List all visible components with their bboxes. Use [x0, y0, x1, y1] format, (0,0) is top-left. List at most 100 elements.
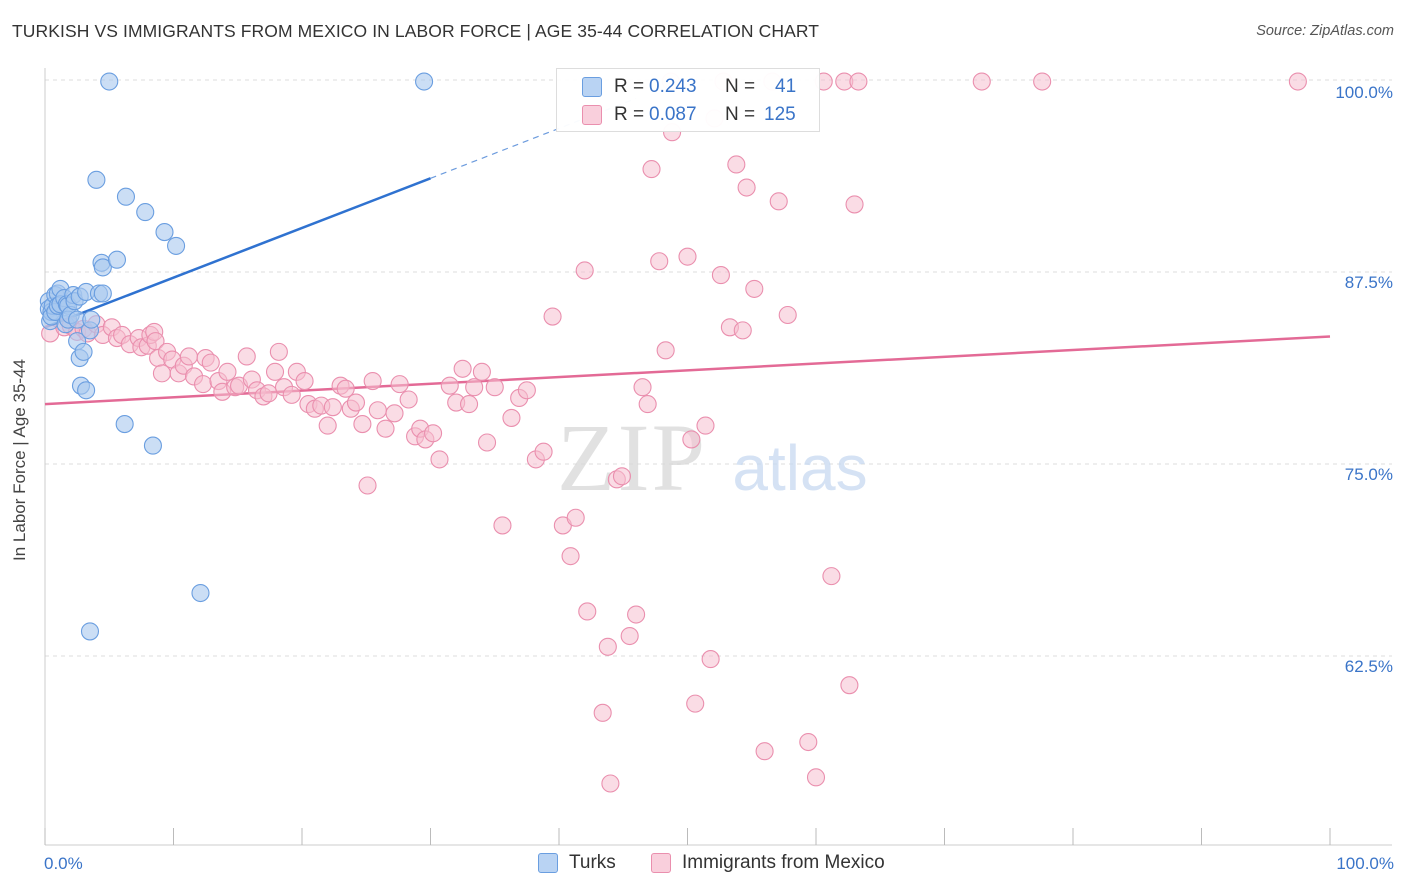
data-point-mexico	[727, 155, 746, 174]
data-point-mexico	[358, 476, 377, 495]
data-point-mexico	[638, 395, 657, 414]
legend-r-label: R =	[614, 104, 645, 125]
data-point-mexico	[745, 279, 764, 298]
data-point-mexico	[259, 384, 278, 403]
data-point-turks	[80, 622, 100, 641]
series-turks-points	[39, 72, 434, 641]
data-point-mexico	[430, 450, 449, 469]
trend-line-turks-extension	[430, 97, 637, 179]
data-point-mexico	[701, 650, 720, 669]
data-point-mexico	[368, 401, 387, 420]
legend-n-value-turks: 41	[775, 76, 797, 97]
data-point-turks	[155, 223, 174, 242]
data-point-mexico	[696, 416, 715, 435]
data-point-mexico	[682, 430, 701, 449]
data-point-turks	[77, 381, 96, 400]
y-tick-label: 62.5%	[1345, 657, 1393, 676]
data-point-mexico	[424, 424, 443, 443]
data-point-mexico	[737, 178, 756, 197]
data-point-mexico	[799, 732, 818, 752]
legend-row-turks: R = 0.243 N = 41	[557, 73, 821, 101]
data-point-turks	[116, 187, 136, 206]
data-point-mexico	[295, 372, 314, 391]
data-point-mexico	[620, 626, 639, 646]
data-point-turks	[74, 342, 93, 361]
data-point-turks	[167, 236, 186, 255]
data-point-mexico	[686, 694, 705, 713]
legend-n-label: N =	[725, 76, 756, 97]
data-point-mexico	[845, 195, 864, 214]
legend-swatch-turks	[538, 853, 558, 873]
x-tick-label: 0.0%	[44, 854, 83, 873]
data-point-mexico	[642, 160, 661, 179]
data-point-mexico	[517, 381, 536, 400]
legend-item-mexico[interactable]: Immigrants from Mexico	[651, 852, 885, 874]
legend-swatch-mexico	[582, 105, 602, 125]
y-tick-label: 100.0%	[1335, 83, 1393, 102]
data-point-mexico	[769, 192, 788, 211]
legend-n-value-mexico: 125	[764, 104, 796, 125]
data-point-mexico	[282, 385, 301, 404]
legend-swatch-turks	[582, 77, 602, 97]
legend-r-label: R =	[614, 76, 645, 97]
data-point-mexico	[502, 408, 521, 427]
data-point-mexico	[601, 774, 620, 793]
data-point-mexico	[633, 378, 652, 397]
data-point-mexico	[575, 261, 594, 280]
data-point-mexico	[179, 347, 198, 366]
data-point-mexico	[627, 605, 646, 624]
y-tick-label: 87.5%	[1345, 273, 1393, 292]
data-point-mexico	[485, 378, 504, 397]
data-point-mexico	[711, 266, 730, 285]
data-point-mexico	[399, 390, 418, 409]
data-point-turks	[87, 170, 106, 189]
data-point-mexico	[566, 508, 585, 527]
data-point-mexico	[218, 362, 237, 381]
data-point-mexico	[237, 347, 256, 366]
data-point-mexico	[385, 404, 404, 423]
data-point-mexico	[440, 376, 459, 395]
data-point-mexico	[390, 375, 409, 394]
data-point-turks	[136, 203, 155, 222]
data-point-turks	[107, 250, 127, 269]
data-point-mexico	[1033, 72, 1052, 91]
legend-r-value-turks: 0.243	[649, 76, 697, 97]
data-point-mexico	[346, 393, 366, 412]
data-point-mexico	[336, 379, 355, 398]
data-point-turks	[100, 72, 119, 91]
series-mexico-points	[41, 72, 1307, 793]
watermark-atlas: atlas	[732, 432, 867, 504]
legend-item-turks[interactable]: Turks	[538, 852, 616, 874]
data-point-turks	[82, 310, 101, 329]
data-point-mexico	[376, 419, 395, 438]
data-point-mexico	[612, 467, 632, 486]
data-point-mexico	[650, 252, 669, 271]
data-point-mexico	[1288, 72, 1307, 91]
tick-labels: 62.5% 75.0% 87.5% 100.0% 0.0% 100.0%	[44, 83, 1394, 873]
data-point-mexico	[972, 72, 991, 91]
data-point-mexico	[593, 703, 612, 722]
data-point-mexico	[840, 676, 859, 695]
source-credit: Source: ZipAtlas.com	[1256, 23, 1394, 39]
data-point-mexico	[453, 359, 472, 378]
data-point-mexico	[778, 305, 797, 325]
trend-line-turks	[44, 177, 431, 329]
data-point-mexico	[201, 353, 220, 372]
y-tick-label: 75.0%	[1345, 465, 1393, 484]
watermark: ZIP atlas	[557, 404, 868, 511]
data-point-mexico	[578, 602, 597, 621]
data-point-mexico	[493, 516, 512, 535]
watermark-zip: ZIP	[557, 404, 707, 511]
data-point-mexico	[534, 442, 553, 461]
data-point-mexico	[472, 362, 491, 381]
data-point-mexico	[806, 768, 826, 787]
stats-legend: R = 0.243 N = 41 R = 0.087 N = 125	[556, 68, 820, 132]
data-point-turks	[415, 72, 434, 91]
legend-row-mexico: R = 0.087 N = 125	[557, 101, 821, 129]
data-point-mexico	[353, 415, 372, 434]
data-point-mexico	[656, 341, 675, 360]
data-point-mexico	[755, 742, 774, 761]
data-point-mexico	[269, 342, 288, 361]
data-point-mexico	[465, 378, 484, 397]
